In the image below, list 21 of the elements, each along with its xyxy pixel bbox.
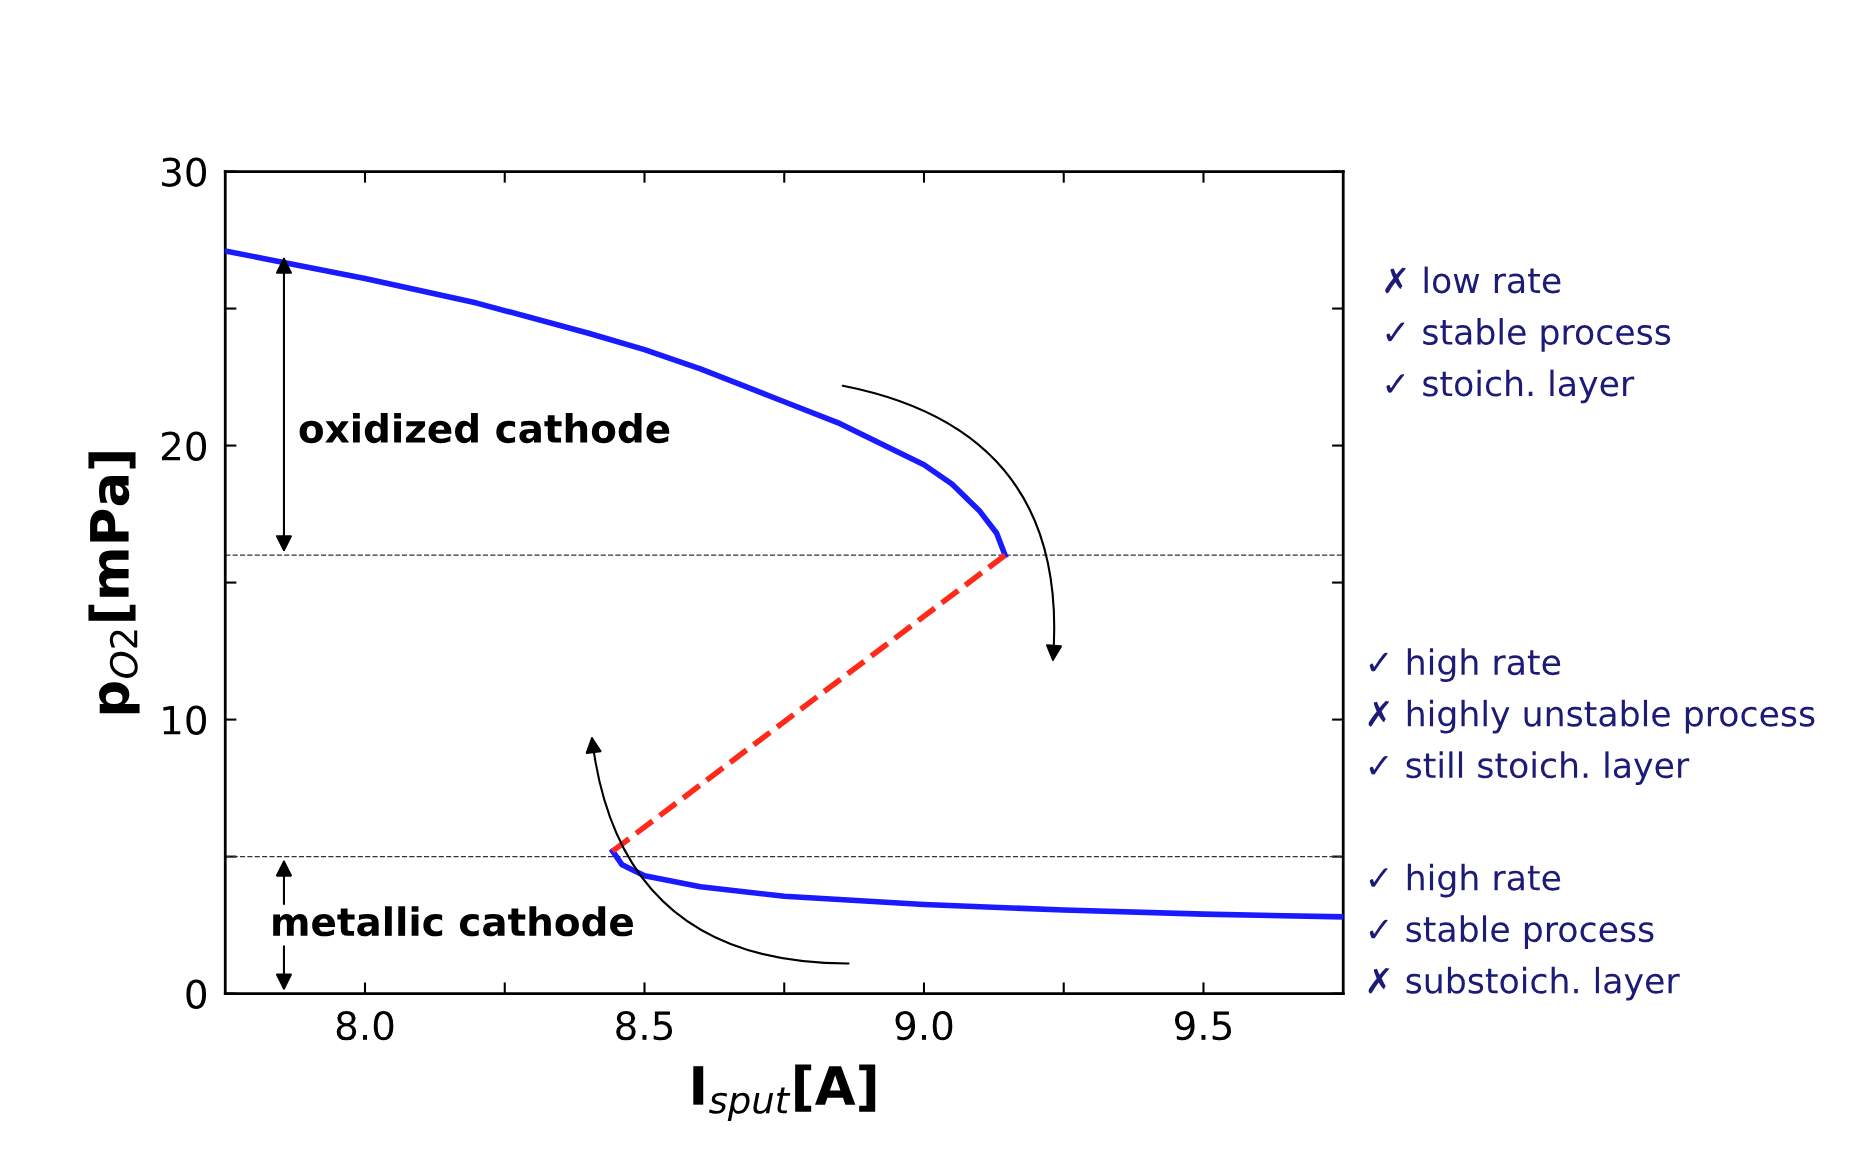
y-tick-label: 20 <box>161 431 207 461</box>
text: ✓ stable process <box>1369 915 1654 949</box>
text: ✗ highly unstable process <box>1368 699 1815 734</box>
x-tick-label: 9.0 <box>895 1010 953 1041</box>
text: ✗ substoich. layer <box>1368 966 1680 1001</box>
y-tick-label: 10 <box>163 705 207 735</box>
text: ✗ low rate <box>1385 266 1561 294</box>
annotation: metallic cathode <box>273 906 633 937</box>
y-tick-label: 30 <box>162 157 207 187</box>
text: ✓ stoich. layer <box>1386 369 1635 404</box>
annotation: oxidized cathode <box>299 413 670 444</box>
text: ✓ stable process <box>1386 318 1671 352</box>
x-tick-label: 8.5 <box>616 1010 673 1041</box>
x-axis-title: I$_{sput}$[A] <box>693 1064 876 1122</box>
text: ✓ high rate <box>1369 863 1561 898</box>
y-tick-label: 0 <box>186 979 207 1009</box>
text: ✓ high rate <box>1369 648 1561 682</box>
x-tick-label: 8.0 <box>336 1010 394 1041</box>
x-tick-label: 9.5 <box>1175 1010 1232 1041</box>
text: ✓ still stoich. layer <box>1369 751 1690 785</box>
y-axis-title: p$_{O2}$[mPa] <box>88 452 140 714</box>
